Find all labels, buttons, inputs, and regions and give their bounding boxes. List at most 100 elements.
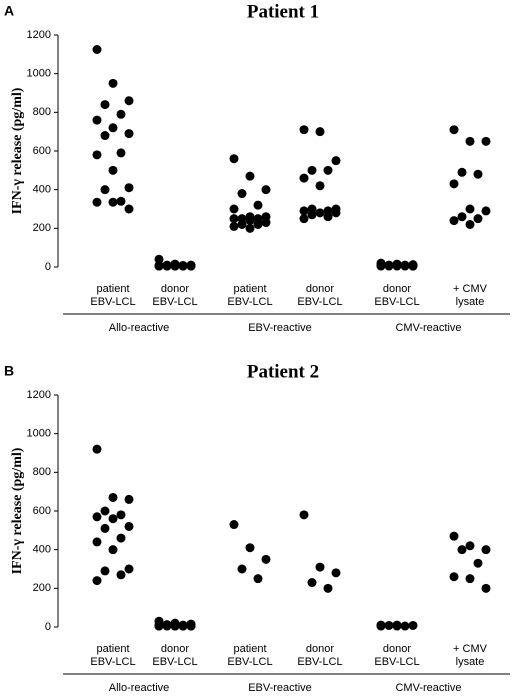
data-point bbox=[473, 169, 483, 179]
data-point bbox=[229, 204, 239, 214]
data-point bbox=[116, 196, 126, 206]
data-point bbox=[449, 179, 459, 189]
y-tick-label: 0 bbox=[45, 261, 51, 273]
data-point bbox=[307, 165, 317, 175]
group-label: EBV-reactive bbox=[248, 322, 312, 334]
data-point bbox=[108, 123, 118, 133]
data-point bbox=[315, 181, 325, 191]
data-point bbox=[124, 521, 134, 531]
data-point bbox=[229, 221, 239, 231]
y-tick-label: 1200 bbox=[27, 29, 51, 41]
y-tick-label: 200 bbox=[33, 222, 51, 234]
y-tick-label: 600 bbox=[33, 505, 51, 517]
data-point bbox=[116, 148, 126, 158]
data-point bbox=[116, 109, 126, 119]
data-point bbox=[108, 165, 118, 175]
data-point bbox=[92, 444, 102, 454]
data-point bbox=[186, 261, 196, 271]
data-point bbox=[376, 261, 386, 271]
data-point bbox=[229, 154, 239, 164]
data-point bbox=[408, 620, 418, 630]
data-point bbox=[108, 197, 118, 207]
data-point bbox=[408, 261, 418, 271]
data-point bbox=[315, 127, 325, 137]
data-point bbox=[400, 261, 410, 271]
data-point bbox=[108, 78, 118, 88]
x-tick-label: donor bbox=[306, 643, 334, 655]
data-point bbox=[229, 520, 239, 530]
data-point bbox=[481, 206, 491, 216]
x-tick-label: donor bbox=[161, 283, 189, 295]
data-point bbox=[253, 574, 263, 584]
x-tick-label: EBV-LCL bbox=[374, 296, 419, 308]
x-tick-label: donor bbox=[306, 283, 334, 295]
x-tick-label: + CMV bbox=[453, 283, 488, 295]
x-tick-label: patient bbox=[233, 283, 266, 295]
y-tick-label: 0 bbox=[45, 621, 51, 633]
x-tick-label: patient bbox=[96, 643, 129, 655]
y-tick-label: 1000 bbox=[27, 68, 51, 80]
data-point bbox=[154, 621, 164, 631]
data-point bbox=[299, 510, 309, 520]
data-point bbox=[323, 583, 333, 593]
x-tick-label: patient bbox=[96, 283, 129, 295]
data-point bbox=[465, 204, 475, 214]
data-point bbox=[449, 216, 459, 226]
data-point bbox=[392, 261, 402, 271]
data-point bbox=[124, 129, 134, 139]
x-tick-label: + CMV bbox=[453, 643, 488, 655]
x-tick-label: EBV-LCL bbox=[297, 296, 342, 308]
data-point bbox=[92, 150, 102, 160]
data-point bbox=[473, 214, 483, 224]
y-axis-label: IFN-γ release (pg/ml) bbox=[10, 447, 25, 574]
data-point bbox=[457, 212, 467, 222]
data-point bbox=[299, 214, 309, 224]
data-point bbox=[100, 506, 110, 516]
data-point bbox=[116, 570, 126, 580]
x-tick-label: donor bbox=[383, 643, 411, 655]
group-label: CMV-reactive bbox=[395, 682, 461, 694]
data-point bbox=[92, 576, 102, 586]
data-point bbox=[299, 206, 309, 216]
data-point bbox=[124, 564, 134, 574]
x-tick-label: EBV-LCL bbox=[297, 656, 342, 668]
data-point bbox=[449, 125, 459, 135]
x-tick-label: EBV-LCL bbox=[90, 296, 135, 308]
data-point bbox=[92, 45, 102, 54]
data-point bbox=[170, 621, 180, 631]
data-point bbox=[108, 492, 118, 502]
chart-title: Patient 1 bbox=[247, 1, 319, 22]
data-point bbox=[400, 621, 410, 631]
data-point bbox=[299, 125, 309, 135]
y-tick-label: 200 bbox=[33, 582, 51, 594]
panel-label: B bbox=[4, 363, 14, 379]
data-point bbox=[323, 165, 333, 175]
x-tick-label: EBV-LCL bbox=[374, 656, 419, 668]
data-point bbox=[154, 254, 164, 264]
data-point bbox=[331, 568, 341, 578]
x-tick-label: EBV-LCL bbox=[152, 296, 197, 308]
data-point bbox=[245, 171, 255, 181]
data-point bbox=[108, 545, 118, 555]
data-point bbox=[245, 543, 255, 553]
data-point bbox=[457, 167, 467, 177]
data-point bbox=[124, 204, 134, 214]
data-point bbox=[449, 572, 459, 582]
x-tick-label: lysate bbox=[456, 656, 485, 668]
x-tick-label: EBV-LCL bbox=[152, 656, 197, 668]
data-point bbox=[229, 214, 239, 224]
y-tick-label: 400 bbox=[33, 544, 51, 556]
data-point bbox=[323, 212, 333, 222]
data-point bbox=[307, 210, 317, 220]
data-point bbox=[315, 562, 325, 572]
data-point bbox=[162, 621, 172, 631]
data-point bbox=[465, 136, 475, 146]
data-point bbox=[108, 514, 118, 524]
x-tick-label: EBV-LCL bbox=[90, 656, 135, 668]
data-point bbox=[299, 173, 309, 183]
data-point bbox=[473, 558, 483, 568]
data-point bbox=[465, 574, 475, 584]
y-tick-label: 800 bbox=[33, 466, 51, 478]
data-point bbox=[253, 219, 263, 229]
